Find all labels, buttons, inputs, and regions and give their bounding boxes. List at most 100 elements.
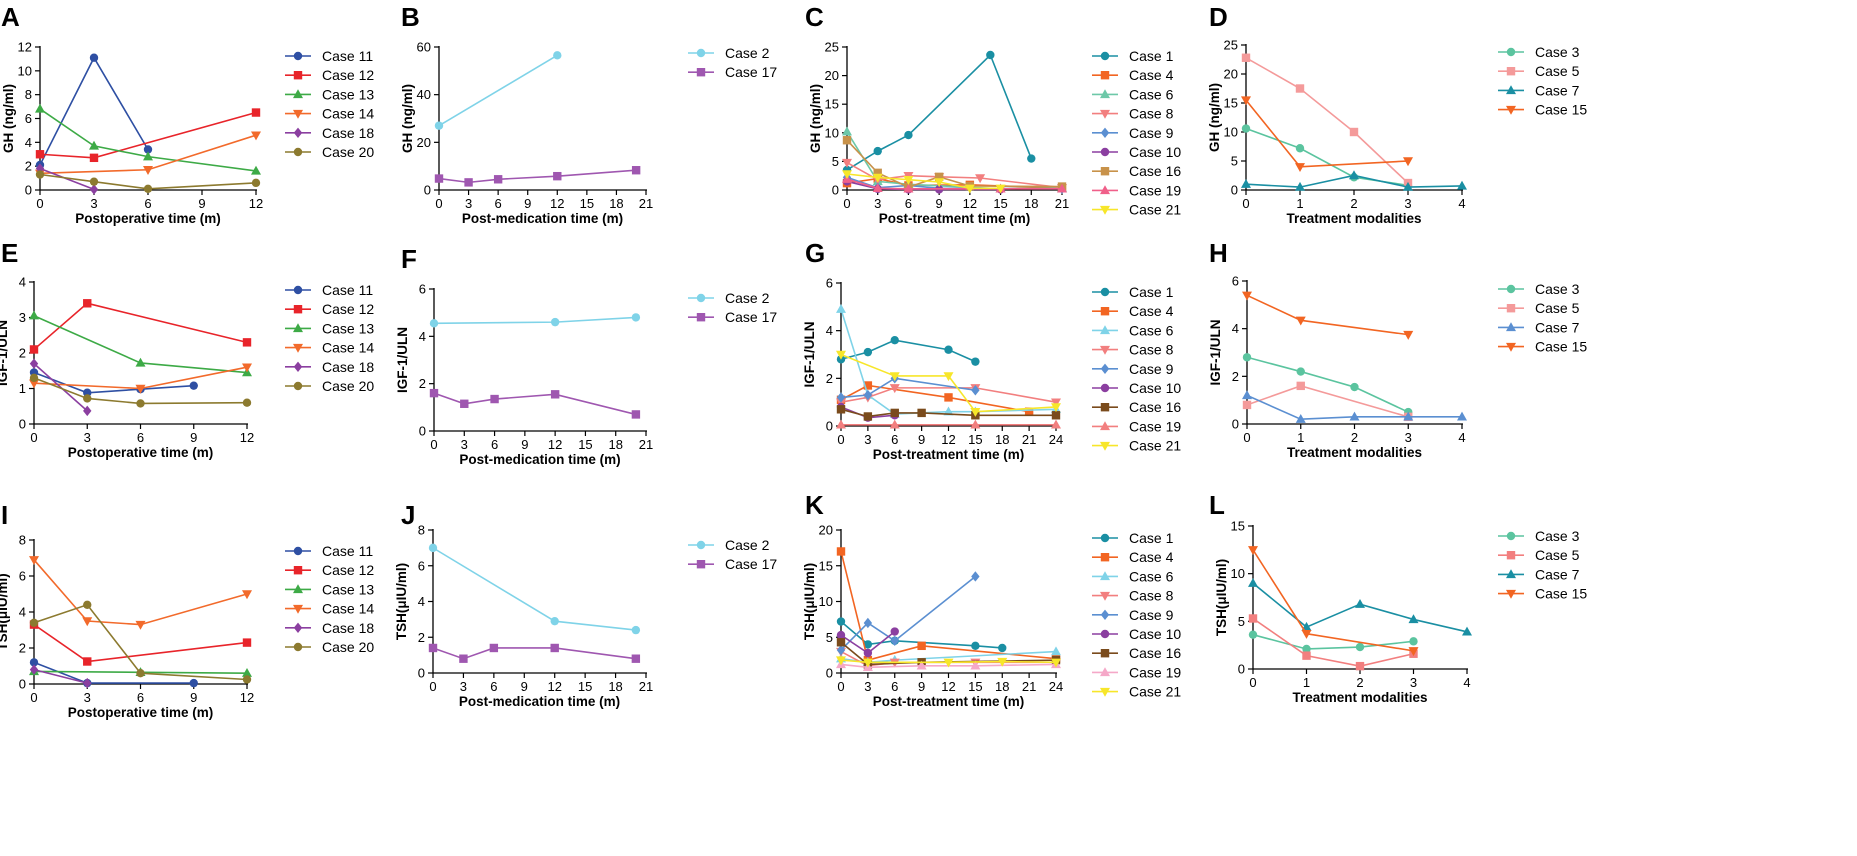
- data-point: [836, 638, 846, 647]
- data-point: [1241, 53, 1251, 62]
- legend-marker: [1506, 342, 1516, 352]
- legend-item: Case 10: [1092, 144, 1181, 160]
- series-case-20: [35, 170, 261, 194]
- data-point: [836, 350, 846, 360]
- data-point: [1295, 181, 1305, 191]
- x-tick-label: 18: [608, 437, 622, 452]
- data-point: [1349, 411, 1360, 421]
- legend-label: Case 16: [1129, 399, 1181, 415]
- legend-marker: [1100, 667, 1110, 677]
- data-point: [83, 405, 92, 417]
- legend-label: Case 12: [322, 67, 374, 83]
- legend-marker: [293, 622, 303, 633]
- x-tick-label: 15: [968, 679, 982, 694]
- legend-label: Case 2: [725, 45, 770, 61]
- legend-marker: [696, 68, 706, 77]
- x-tick-label: 9: [190, 690, 197, 705]
- legend-item: Case 4: [1092, 303, 1174, 319]
- panel-letter-g: G: [805, 238, 825, 268]
- legend-marker: [1506, 531, 1516, 541]
- legend-label: Case 21: [1129, 438, 1181, 454]
- data-point: [489, 643, 499, 653]
- series-line: [1252, 617, 1414, 667]
- legend-marker: [293, 343, 303, 353]
- legend-marker: [293, 642, 303, 652]
- series-line: [840, 575, 976, 651]
- series-case-21: [836, 656, 1061, 668]
- data-point: [890, 408, 899, 418]
- legend-item: Case 5: [1498, 300, 1580, 316]
- legend-item: Case 12: [285, 562, 374, 578]
- legend-item: Case 9: [1092, 361, 1174, 377]
- legend-item: Case 19: [1092, 182, 1181, 198]
- data-point: [631, 313, 641, 322]
- x-tick-label: 12: [249, 196, 263, 211]
- data-point: [135, 384, 146, 394]
- legend-label: Case 14: [322, 601, 374, 617]
- data-point: [29, 345, 39, 354]
- x-tick-label: 21: [1022, 432, 1036, 447]
- data-point: [1248, 614, 1258, 623]
- legend-item: Case 14: [285, 340, 374, 356]
- x-tick-label: 9: [521, 437, 528, 452]
- data-point: [873, 146, 882, 156]
- data-point: [836, 419, 846, 429]
- panel-letter-i: I: [1, 500, 8, 530]
- series-line: [840, 377, 976, 399]
- legend-marker: [293, 584, 303, 594]
- legend-item: Case 13: [285, 320, 374, 336]
- data-point: [29, 358, 39, 369]
- series-case-12: [35, 108, 261, 163]
- data-point: [1295, 414, 1306, 423]
- legend-item: Case 13: [285, 581, 374, 597]
- x-tick-label: 12: [941, 432, 955, 447]
- x-tick-label: 3: [461, 437, 468, 452]
- x-tick-label: 9: [190, 430, 197, 445]
- legend-label: Case 6: [1129, 86, 1174, 102]
- legend-label: Case 5: [1535, 63, 1580, 79]
- series-line: [438, 54, 558, 127]
- series-line: [846, 139, 1063, 188]
- data-point: [29, 664, 39, 675]
- legend-item: Case 20: [285, 639, 374, 655]
- data-point: [1248, 578, 1258, 587]
- y-axis-title: IGF-1/ULN: [0, 320, 10, 386]
- legend-label: Case 5: [1535, 547, 1580, 563]
- legend-label: Case 1: [1129, 284, 1174, 300]
- y-axis-title: GH (ng/ml): [400, 84, 415, 153]
- legend-label: Case 13: [322, 320, 374, 336]
- legend-label: Case 11: [322, 543, 373, 559]
- x-tick-label: 3: [90, 196, 97, 211]
- data-point: [143, 184, 153, 194]
- series-line: [33, 371, 194, 394]
- x-tick-label: 18: [609, 196, 623, 211]
- x-tick-label: 21: [1055, 196, 1069, 211]
- data-point: [970, 419, 981, 429]
- y-tick-label: 10: [825, 125, 839, 140]
- series-line: [39, 173, 257, 190]
- x-tick-label: 0: [30, 430, 37, 445]
- x-tick-label: 12: [941, 679, 955, 694]
- data-point: [1457, 411, 1467, 421]
- x-tick-label: 3: [1405, 430, 1412, 445]
- legend-marker: [293, 546, 303, 556]
- y-axis-title: TSH(μIU/ml): [802, 563, 817, 640]
- data-point: [242, 338, 252, 347]
- y-tick-label: 0: [25, 183, 32, 198]
- legend-marker: [1100, 127, 1110, 138]
- data-point: [1296, 381, 1305, 391]
- data-point: [242, 638, 252, 647]
- data-point: [934, 178, 945, 188]
- legend-marker: [293, 323, 303, 333]
- legend-marker: [1100, 307, 1110, 316]
- x-tick-label: 0: [1243, 430, 1250, 445]
- y-axis-title: TSH(μIU/ml): [1214, 559, 1229, 636]
- data-point: [429, 388, 439, 398]
- y-tick-label: 20: [417, 135, 431, 150]
- data-point: [1296, 367, 1305, 376]
- data-point: [189, 678, 198, 688]
- y-tick-label: 10: [1224, 125, 1238, 140]
- series-line: [33, 377, 248, 405]
- x-tick-label: 6: [144, 196, 151, 211]
